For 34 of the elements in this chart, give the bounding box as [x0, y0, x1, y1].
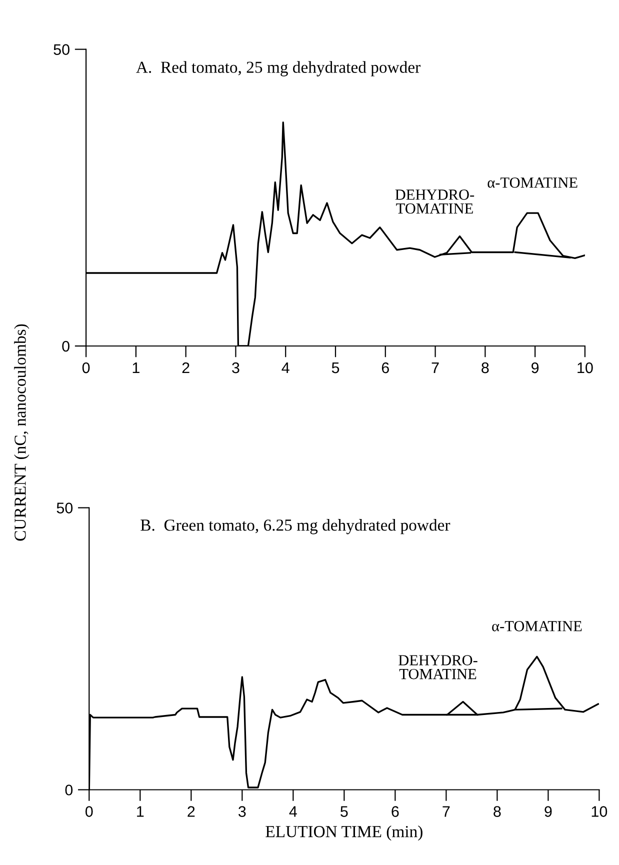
- annotation: α-TOMATINE: [492, 621, 582, 632]
- x-axis-title: ELUTION TIME (min): [266, 826, 422, 841]
- x-tick-label: 2: [182, 362, 190, 374]
- x-tick-label: 3: [232, 362, 240, 374]
- x-tick-label: 9: [544, 806, 552, 817]
- x-tick-label: 6: [382, 362, 389, 374]
- y-tick-label: 0: [62, 340, 70, 352]
- y-tick-label: 0: [65, 784, 73, 796]
- text: B. Green tomato, 6.25 mg dehydrated powder: [140, 519, 450, 534]
- x-tick-label: 6: [392, 806, 399, 817]
- annotation: DEHYDRO- TOMATINE: [398, 655, 478, 680]
- x-tick-label: 7: [442, 806, 450, 817]
- text: A. Red tomato, 25 mg dehydrated powder: [136, 61, 420, 76]
- x-tick-label: 4: [289, 806, 297, 817]
- y-tick-label: 50: [56, 502, 73, 514]
- x-tick-label: 0: [85, 806, 93, 817]
- y-axis-title: CURRENT (nC, nanocoulombs): [14, 324, 30, 541]
- x-tick-label: 8: [482, 362, 489, 374]
- x-tick-label: 8: [494, 806, 501, 817]
- annotation: DEHYDRO- TOMATINE: [395, 190, 474, 214]
- x-tick-label: 0: [82, 362, 90, 374]
- x-tick-label: 10: [592, 806, 608, 817]
- x-tick-label: 2: [188, 806, 195, 817]
- x-tick-label: 5: [332, 362, 340, 374]
- x-tick-label: 10: [578, 362, 593, 374]
- x-tick-label: 4: [282, 362, 290, 374]
- x-tick-label: 5: [340, 806, 348, 817]
- x-tick-label: 9: [532, 362, 539, 374]
- x-tick-label: 1: [132, 362, 140, 374]
- y-tick-label: 50: [54, 44, 70, 55]
- annotation: α-TOMATINE: [488, 177, 578, 188]
- x-tick-label: 7: [432, 362, 439, 374]
- x-tick-label: 1: [137, 806, 144, 817]
- x-tick-label: 3: [238, 806, 246, 817]
